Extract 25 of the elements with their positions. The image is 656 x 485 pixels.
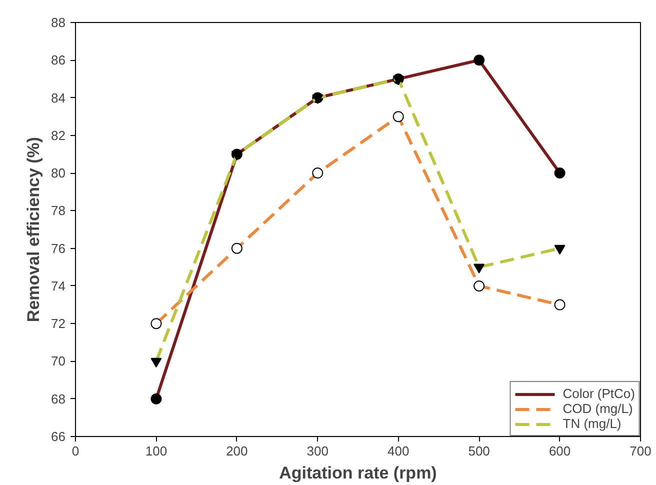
y-tick-label: 82: [51, 128, 66, 143]
x-tick-label: 500: [468, 444, 490, 458]
y-tick-label: 88: [51, 15, 66, 30]
y-tick-label: 84: [51, 90, 66, 106]
legend-label: Color (PtCo): [562, 386, 635, 401]
x-tick-label: 300: [306, 444, 328, 458]
x-axis-title: Agitation rate (rpm): [279, 464, 437, 482]
y-tick-label: 80: [51, 166, 66, 181]
legend-label: COD (mg/L): [562, 401, 633, 416]
legend-label: TN (mg/L): [562, 416, 622, 431]
y-tick-label: 66: [51, 429, 66, 444]
y-tick-label: 76: [51, 240, 66, 256]
y-tick-label: 68: [51, 391, 66, 406]
y-tick-label: 70: [51, 354, 66, 369]
x-tick-label: 600: [548, 444, 571, 458]
x-tick-label: 100: [145, 444, 168, 458]
x-tick-label: 0: [72, 444, 80, 458]
y-tick-label: 86: [51, 52, 66, 68]
y-tick-label: 72: [51, 316, 66, 332]
x-tick-label: 200: [226, 444, 248, 458]
y-tick-label: 78: [51, 203, 66, 218]
y-axis-title: Removal efficiency (%): [24, 136, 44, 322]
x-tick-label: 700: [630, 444, 652, 458]
y-tick-label: 74: [51, 278, 66, 294]
x-tick-label: 400: [388, 444, 410, 458]
